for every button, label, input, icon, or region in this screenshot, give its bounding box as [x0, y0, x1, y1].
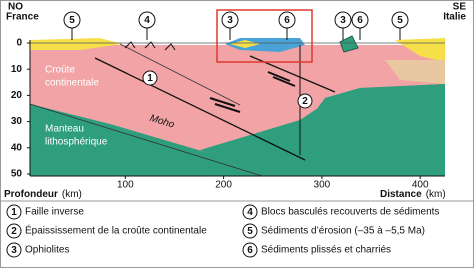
- mantle-slice: [325, 84, 445, 110]
- callout-circle: [242, 242, 258, 258]
- header-right: SE: [453, 2, 467, 13]
- callout-circle: [138, 11, 156, 29]
- legend-text: Sédiments plissés et charriés: [261, 245, 391, 256]
- x-tick-label: 100: [117, 180, 134, 191]
- zoom-box: [216, 9, 313, 63]
- legend-text: Faille inverse: [25, 207, 84, 218]
- y-tick-label: 0: [16, 38, 22, 49]
- legend-text: Ophiolites: [25, 245, 69, 256]
- callout-number: 6: [357, 15, 363, 26]
- folded-sediments: [385, 60, 445, 84]
- sediments: [395, 38, 445, 62]
- sediments: [230, 40, 260, 48]
- callout-number: 3: [11, 245, 17, 256]
- callout-number: 2: [11, 226, 17, 237]
- callout-number: 1: [147, 73, 153, 84]
- ophiolite: [339, 35, 359, 53]
- fault: [119, 43, 241, 106]
- legend-text: Sédiments d’érosion (–35 à –5,5 Ma): [261, 226, 425, 237]
- callout-circle: [391, 11, 409, 29]
- callout-number: 4: [144, 15, 150, 26]
- x-tick-label: 300: [314, 180, 331, 191]
- sediments: [30, 38, 122, 50]
- y-tick-label: 10: [11, 64, 23, 75]
- callout-circle: [334, 11, 352, 29]
- crust-label: continentale: [45, 78, 99, 89]
- callout-circle: [6, 242, 22, 258]
- header-right: Italie: [443, 12, 466, 23]
- x-tick-label: 400: [412, 180, 429, 191]
- arrows: [209, 97, 241, 113]
- mantle-wedge: [200, 100, 345, 176]
- y-axis-unit: (km): [62, 189, 82, 200]
- legend-text: Épaississement de la croûte continentale: [25, 224, 207, 237]
- moho-line: [29, 103, 263, 177]
- callout-number: 6: [247, 245, 253, 256]
- callout-number: 5: [397, 15, 403, 26]
- crust-label: Croûte: [45, 65, 75, 76]
- callout-circle: [6, 223, 22, 239]
- callout-circle: [351, 11, 369, 29]
- x-axis-label: Distance (km): [380, 189, 446, 200]
- callout-circle: [278, 11, 296, 29]
- callout-circle: [242, 204, 258, 220]
- callout-number: 5: [247, 226, 253, 237]
- legend-text: Blocs basculés recouverts de sédiments: [261, 207, 439, 218]
- mantle-label: Manteau: [45, 124, 84, 135]
- callout-circle: [297, 93, 313, 109]
- y-axis-title: Profondeur: [4, 189, 58, 200]
- callout-number: 2: [302, 96, 308, 107]
- callout-circle: [242, 223, 258, 239]
- arrows: [267, 71, 296, 87]
- fault: [94, 57, 306, 161]
- x-axis-title: Distance: [380, 189, 422, 200]
- callout-circle: [63, 11, 81, 29]
- y-axis-label: Profondeur (km): [4, 189, 82, 200]
- x-tick-label: 200: [215, 180, 232, 191]
- callout-circle: [221, 11, 239, 29]
- tilted-blocks: [124, 41, 176, 51]
- header-left: France: [6, 12, 39, 23]
- x-axis-unit: (km): [426, 189, 446, 200]
- callout-number: 5: [69, 15, 75, 26]
- y-tick-label: 40: [11, 142, 23, 153]
- y-tick-label: 30: [11, 116, 23, 127]
- callout-number: 3: [340, 15, 346, 26]
- callout-number: 6: [284, 15, 290, 26]
- cross-section: [29, 9, 445, 177]
- y-tick-label: 50: [11, 169, 23, 180]
- header-left: NO: [8, 2, 23, 13]
- y-tick-label: 20: [11, 90, 23, 101]
- callout-number: 1: [11, 207, 17, 218]
- callout-circle: [6, 204, 22, 220]
- callout-number: 4: [247, 207, 253, 218]
- callout-circle: [142, 70, 158, 86]
- mantle-label: lithosphérique: [45, 137, 108, 148]
- callout-number: 3: [227, 15, 233, 26]
